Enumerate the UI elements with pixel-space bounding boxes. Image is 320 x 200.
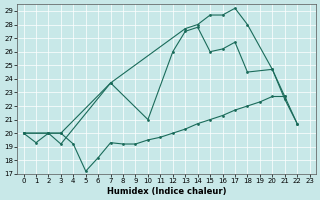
X-axis label: Humidex (Indice chaleur): Humidex (Indice chaleur) <box>107 187 226 196</box>
